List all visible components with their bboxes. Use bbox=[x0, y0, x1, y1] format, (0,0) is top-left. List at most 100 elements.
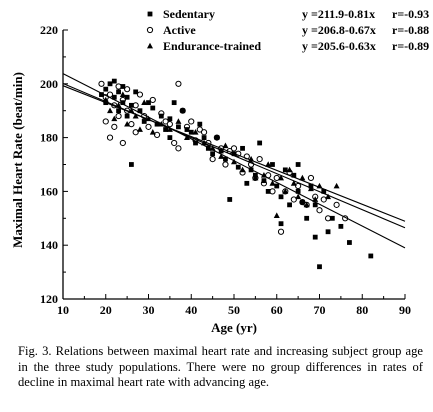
active-point bbox=[119, 139, 126, 147]
endurance-trained-equation: y =205.6-0.63x bbox=[302, 39, 376, 53]
sedentary-point bbox=[312, 202, 318, 208]
sedentary-point bbox=[304, 215, 310, 221]
active-point bbox=[307, 174, 315, 182]
endurance-trained-point bbox=[132, 112, 139, 119]
endurance-trained-point bbox=[218, 153, 225, 159]
active-point bbox=[196, 126, 203, 133]
endurance-trained-point bbox=[222, 142, 229, 149]
active-point bbox=[115, 112, 122, 120]
endurance-trained-point bbox=[312, 196, 319, 202]
endurance-trained-point bbox=[278, 174, 285, 181]
y-tick-label: 140 bbox=[40, 238, 58, 252]
y-tick-label: 160 bbox=[40, 184, 58, 198]
sedentary-point bbox=[368, 253, 374, 259]
active-point bbox=[166, 121, 173, 128]
active-point bbox=[209, 156, 216, 163]
sedentary-point bbox=[205, 145, 211, 151]
x-tick-label: 70 bbox=[314, 303, 326, 317]
sedentary-point bbox=[116, 89, 121, 95]
sedentary-point bbox=[137, 108, 143, 114]
y-tick-label: 180 bbox=[40, 131, 58, 145]
active-regression-line bbox=[62, 83, 406, 229]
endurance-trained-point bbox=[124, 120, 131, 127]
sedentary-point bbox=[261, 178, 267, 184]
active-point bbox=[102, 118, 109, 125]
sedentary-point bbox=[282, 167, 288, 173]
active-point bbox=[145, 123, 152, 130]
active-point bbox=[162, 118, 169, 125]
endurance-trained-point bbox=[290, 180, 297, 186]
active-equation: y =206.8-0.67x bbox=[302, 23, 376, 37]
active-point bbox=[175, 80, 182, 87]
x-tick-label: 40 bbox=[185, 303, 197, 317]
sedentary-point bbox=[171, 100, 177, 106]
sedentary-point bbox=[201, 135, 207, 140]
active-point bbox=[98, 80, 105, 87]
active-point bbox=[290, 196, 297, 203]
active-point bbox=[200, 129, 208, 136]
endurance-trained-point bbox=[149, 129, 156, 135]
endurance-trained-legend-label: Endurance-trained bbox=[163, 39, 261, 53]
endurance-trained-point bbox=[299, 174, 306, 181]
endurance-trained-point bbox=[119, 91, 126, 97]
sedentary-point bbox=[325, 229, 331, 235]
sedentary-point bbox=[141, 119, 147, 124]
sedentary-point bbox=[107, 81, 113, 87]
active-point bbox=[320, 196, 327, 203]
chart-svg: 10 20 30 40 50 60 70 80 90 120 140 160 180 200 220 Sed… bbox=[10, 7, 429, 335]
active-r-value: r=-0.88 bbox=[392, 23, 429, 37]
active-point bbox=[132, 102, 139, 109]
endurance-trained-point bbox=[107, 107, 114, 114]
sedentary-point bbox=[120, 84, 126, 89]
sedentary-legend-marker bbox=[147, 11, 153, 17]
active-point bbox=[132, 129, 139, 136]
sedentary-point bbox=[227, 197, 233, 202]
sedentary-point bbox=[338, 223, 344, 229]
sedentary-point bbox=[99, 92, 104, 97]
active-point bbox=[277, 228, 285, 235]
y-tick-label: 120 bbox=[40, 292, 58, 306]
endurance-trained-point bbox=[286, 166, 293, 173]
active-point bbox=[136, 91, 144, 98]
endurance-trained-regression-line bbox=[62, 85, 406, 222]
active-point bbox=[124, 86, 131, 93]
sedentary-point bbox=[265, 189, 271, 194]
endurance-trained-point bbox=[295, 193, 302, 200]
sedentary-point bbox=[197, 121, 203, 127]
x-axis-label: Age (yr) bbox=[211, 320, 257, 335]
endurance-trained-r-value: r=-0.89 bbox=[392, 39, 429, 53]
sedentary-point bbox=[129, 102, 134, 108]
regression-lines bbox=[62, 73, 406, 249]
sedentary-point bbox=[240, 145, 245, 151]
sedentary-point bbox=[111, 78, 117, 84]
endurance-trained-point bbox=[141, 99, 148, 106]
active-point bbox=[333, 201, 340, 208]
active-point bbox=[175, 145, 182, 152]
active-point bbox=[230, 145, 238, 152]
active-point bbox=[171, 139, 178, 147]
sedentary-legend-label: Sedentary bbox=[163, 7, 215, 21]
active-point bbox=[295, 182, 302, 190]
sedentary-regression-line bbox=[62, 73, 406, 249]
sedentary-point bbox=[116, 108, 121, 114]
endurance-trained-point bbox=[265, 161, 272, 167]
legend: Sedentary y =211.9-0.81x r=-0.93 Active y =2… bbox=[146, 7, 429, 53]
sedentary-point bbox=[274, 183, 280, 189]
y-tick-label: 200 bbox=[40, 77, 58, 91]
endurance-trained-point bbox=[192, 129, 199, 135]
active-point bbox=[316, 207, 323, 214]
active-point bbox=[106, 134, 114, 141]
data-points bbox=[98, 78, 374, 270]
active-point bbox=[149, 96, 156, 104]
sedentary-point bbox=[129, 162, 134, 167]
y-axis-label: Maximal Heart Rate (beat/min) bbox=[10, 72, 25, 248]
sedentary-point bbox=[150, 105, 156, 111]
x-tick-label: 20 bbox=[100, 303, 112, 317]
sedentary-equation: y =211.9-0.81x bbox=[302, 7, 375, 21]
x-tick-label: 80 bbox=[356, 303, 368, 317]
sedentary-point bbox=[163, 127, 168, 132]
endurance-trained-point bbox=[303, 201, 310, 208]
sedentary-point bbox=[329, 215, 335, 221]
active-point bbox=[111, 123, 118, 130]
sedentary-point bbox=[347, 240, 352, 245]
